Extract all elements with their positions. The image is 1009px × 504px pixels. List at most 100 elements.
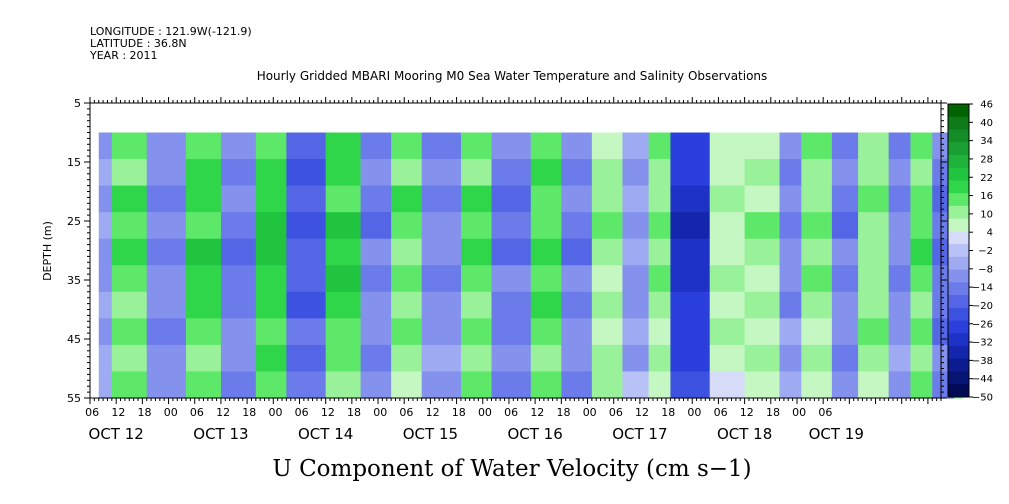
heatmap-cell bbox=[744, 371, 781, 399]
heatmap-cell bbox=[779, 265, 802, 293]
heatmap-cell bbox=[460, 238, 493, 266]
heatmap-cell bbox=[421, 185, 462, 213]
heatmap-cell bbox=[220, 185, 257, 213]
heatmap-cell bbox=[591, 371, 624, 399]
latitude-label: LATITUDE : 36.8N bbox=[90, 37, 187, 50]
x-day-label: OCT 19 bbox=[809, 425, 864, 443]
heatmap-cell bbox=[831, 132, 859, 160]
heatmap-cell bbox=[530, 185, 562, 213]
heatmap-cell bbox=[648, 291, 672, 319]
colorbar: 46 40 34 28 22 16 10 4 −2 −8 −14 −20 −26 −32 −38 −44 −50 bbox=[947, 100, 993, 404]
colorbar-swatch bbox=[948, 129, 969, 143]
heatmap-cell bbox=[591, 185, 624, 213]
heatmap-cell bbox=[286, 344, 327, 373]
heatmap-cell bbox=[360, 291, 392, 319]
heatmap-cell bbox=[460, 212, 493, 240]
x-hour-label: 12 bbox=[426, 406, 440, 419]
heatmap-cell bbox=[255, 212, 287, 240]
heatmap-cell bbox=[801, 159, 833, 187]
x-hour-label: 00 bbox=[478, 406, 492, 419]
x-hour-label: 18 bbox=[557, 406, 571, 419]
heatmap-cell bbox=[709, 212, 746, 240]
heatmap-cell bbox=[910, 344, 933, 373]
y-tick-label: 55 bbox=[67, 392, 81, 405]
heatmap-cell bbox=[286, 185, 327, 213]
heatmap-cell bbox=[325, 238, 362, 266]
plot-axes: 06 12 18 00 06 12 18 00 06 12 18 00 06 12 18 00 06 12 18 00… bbox=[67, 97, 947, 443]
heatmap-cell bbox=[622, 318, 650, 346]
heatmap-cell bbox=[910, 238, 933, 266]
heatmap-cell bbox=[111, 318, 148, 346]
heatmap-cell bbox=[98, 265, 113, 293]
heatmap-cell bbox=[186, 265, 222, 293]
heatmap-cell bbox=[831, 212, 859, 240]
heatmap-cell bbox=[286, 318, 327, 346]
x-day-label: OCT 17 bbox=[612, 425, 667, 443]
colorbar-swatch bbox=[948, 384, 969, 398]
heatmap-cell bbox=[286, 371, 327, 399]
heatmap-cell bbox=[460, 159, 493, 187]
heatmap-cell bbox=[360, 318, 392, 346]
heatmap-cell bbox=[801, 371, 833, 399]
heatmap-cell bbox=[146, 265, 187, 293]
heatmap-cell bbox=[98, 344, 113, 373]
colorbar-tick-label: −20 bbox=[972, 301, 993, 312]
heatmap-cell bbox=[360, 212, 392, 240]
heatmap-cell bbox=[858, 265, 890, 293]
heatmap-cell bbox=[286, 291, 327, 319]
x-hour-label: 18 bbox=[138, 406, 152, 419]
heatmap-cell bbox=[670, 344, 711, 373]
heatmap-cell bbox=[888, 238, 912, 266]
colorbar-tick-label: 34 bbox=[980, 136, 993, 147]
heatmap-cell bbox=[709, 238, 746, 266]
heatmap-cell bbox=[220, 212, 257, 240]
heatmap-area bbox=[98, 132, 964, 399]
heatmap-cell bbox=[325, 185, 362, 213]
heatmap-cell bbox=[709, 185, 746, 213]
heatmap-cell bbox=[111, 371, 148, 399]
heatmap-cell bbox=[801, 318, 833, 346]
x-axis-label: U Component of Water Velocity (cm s−1) bbox=[272, 456, 751, 482]
heatmap-cell bbox=[779, 185, 802, 213]
heatmap-cell bbox=[491, 344, 532, 373]
heatmap-cell bbox=[744, 185, 781, 213]
x-day-label: OCT 12 bbox=[89, 425, 144, 443]
colorbar-tick-label: 46 bbox=[980, 100, 993, 111]
heatmap-cell bbox=[831, 159, 859, 187]
heatmap-cell bbox=[391, 291, 423, 319]
heatmap-cell bbox=[421, 371, 462, 399]
heatmap-cell bbox=[670, 318, 711, 346]
colorbar-swatch bbox=[948, 104, 969, 118]
heatmap-cell bbox=[801, 238, 833, 266]
heatmap-cell bbox=[858, 185, 890, 213]
x-hour-label: 12 bbox=[635, 406, 649, 419]
heatmap-cell bbox=[491, 159, 532, 187]
heatmap-cell bbox=[910, 291, 933, 319]
longitude-label: LONGITUDE : 121.9W(-121.9) bbox=[90, 25, 252, 38]
heatmap-cell bbox=[325, 344, 362, 373]
heatmap-cell bbox=[910, 265, 933, 293]
heatmap-cell bbox=[220, 344, 257, 373]
x-day-label: OCT 16 bbox=[507, 425, 562, 443]
heatmap-cell bbox=[111, 291, 148, 319]
heatmap-cell bbox=[530, 291, 562, 319]
heatmap-cell bbox=[98, 238, 113, 266]
heatmap-cell bbox=[460, 371, 493, 399]
heatmap-cell bbox=[186, 185, 222, 213]
heatmap-cell bbox=[888, 291, 912, 319]
colorbar-tick-label: 40 bbox=[980, 118, 993, 129]
heatmap-cell bbox=[255, 291, 287, 319]
heatmap-cell bbox=[888, 265, 912, 293]
heatmap-cell bbox=[744, 265, 781, 293]
heatmap-cell bbox=[360, 371, 392, 399]
x-hour-label: 18 bbox=[452, 406, 466, 419]
x-day-label: OCT 14 bbox=[298, 425, 353, 443]
x-hour-label: 12 bbox=[321, 406, 335, 419]
heatmap-cell bbox=[670, 265, 711, 293]
colorbar-swatch bbox=[948, 154, 969, 169]
heatmap-cell bbox=[111, 159, 148, 187]
x-hour-label: 00 bbox=[268, 406, 282, 419]
heatmap-cell bbox=[325, 371, 362, 399]
heatmap-cell bbox=[561, 212, 593, 240]
heatmap-cell bbox=[744, 212, 781, 240]
